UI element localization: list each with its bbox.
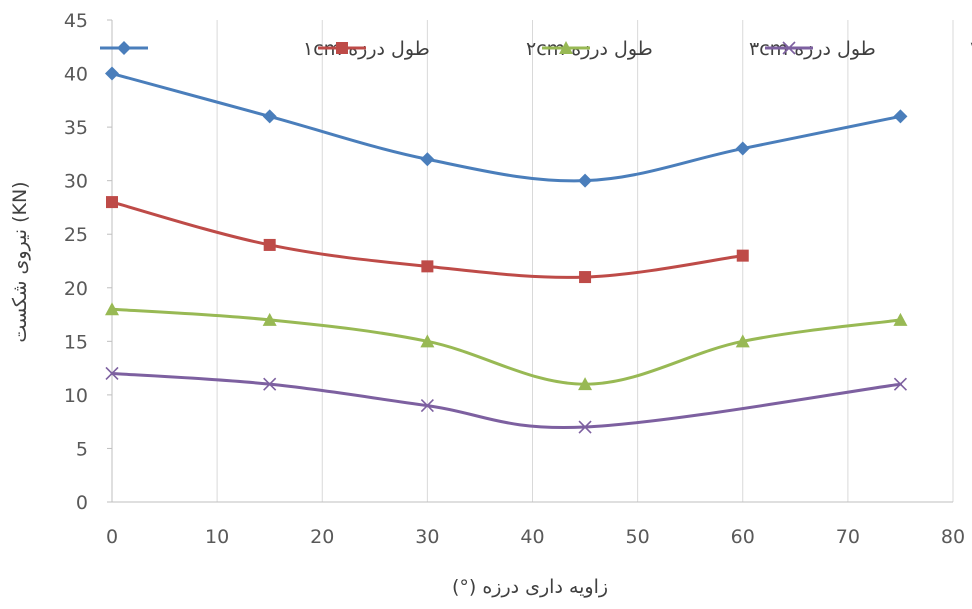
y-tick-label: 35	[64, 117, 88, 139]
data-point-x	[782, 41, 796, 55]
series-4	[105, 366, 908, 434]
y-tick-label: 5	[76, 438, 88, 460]
x-tick-label: 10	[205, 526, 229, 548]
series-1	[105, 66, 908, 188]
grid-lines	[216, 20, 954, 502]
data-point-diamond	[117, 41, 131, 55]
data-point-triangle	[262, 312, 277, 326]
data-point-diamond	[578, 173, 593, 188]
data-point-diamond	[420, 152, 435, 167]
data-point-triangle	[735, 334, 750, 348]
y-tick-label: 0	[76, 492, 88, 514]
legend-item-4: طول درزه ۴cm	[765, 38, 972, 60]
x-tick-label: 80	[941, 526, 965, 548]
series-line	[110, 307, 902, 386]
series-3	[105, 302, 908, 391]
y-tick-label: 30	[64, 171, 88, 193]
data-point-x	[263, 377, 277, 391]
y-tick-label: 40	[64, 64, 88, 86]
data-point-x	[893, 377, 908, 391]
data-point-diamond	[893, 109, 908, 124]
series-line	[110, 72, 902, 183]
x-tick-label: 20	[310, 526, 334, 548]
series-2	[106, 196, 749, 284]
series-line	[110, 371, 902, 430]
y-axis-title: نیروی شکست (KN)	[9, 181, 31, 342]
y-tick-label: 15	[64, 331, 88, 353]
y-tick-label: 20	[64, 278, 88, 300]
x-tick-label: 40	[520, 526, 544, 548]
y-tick-label: 10	[64, 385, 88, 407]
y-tick-label: 45	[64, 10, 88, 32]
data-point-diamond	[735, 141, 750, 156]
x-tick-label: 60	[731, 526, 755, 548]
data-point-triangle	[105, 302, 119, 316]
data-point-triangle	[578, 377, 593, 391]
data-point-x	[578, 420, 592, 434]
legend-label: طول درزه ۱cm	[303, 38, 430, 60]
data-point-square	[106, 196, 118, 209]
legend-item-1: طول درزه ۱cm	[100, 38, 430, 60]
data-point-square	[421, 260, 434, 273]
data-point-triangle	[420, 334, 435, 348]
data-point-x	[105, 366, 119, 381]
data-point-square	[579, 271, 592, 284]
data-point-square	[736, 249, 749, 262]
data-point-square	[263, 238, 276, 251]
series-group	[105, 66, 908, 434]
data-point-diamond	[105, 66, 119, 81]
x-tick-label: 70	[836, 526, 860, 548]
x-tick-label: 0	[106, 526, 118, 548]
x-tick-label: 30	[415, 526, 439, 548]
data-point-square	[336, 42, 348, 54]
data-point-triangle	[559, 41, 573, 54]
data-point-diamond	[262, 109, 277, 124]
legend-label: طول درزه ۴cm	[970, 38, 972, 60]
x-axis-title: (°) زاویه داری درزه	[452, 576, 608, 598]
x-tick-label: 50	[626, 526, 650, 548]
data-point-x	[420, 399, 434, 413]
data-point-triangle	[893, 312, 908, 326]
axes: 0 5 10 15 20 25 30 35 40 45 0 10 20 30 40 50 60 70 80	[64, 10, 965, 548]
y-tick-label: 25	[64, 224, 88, 246]
